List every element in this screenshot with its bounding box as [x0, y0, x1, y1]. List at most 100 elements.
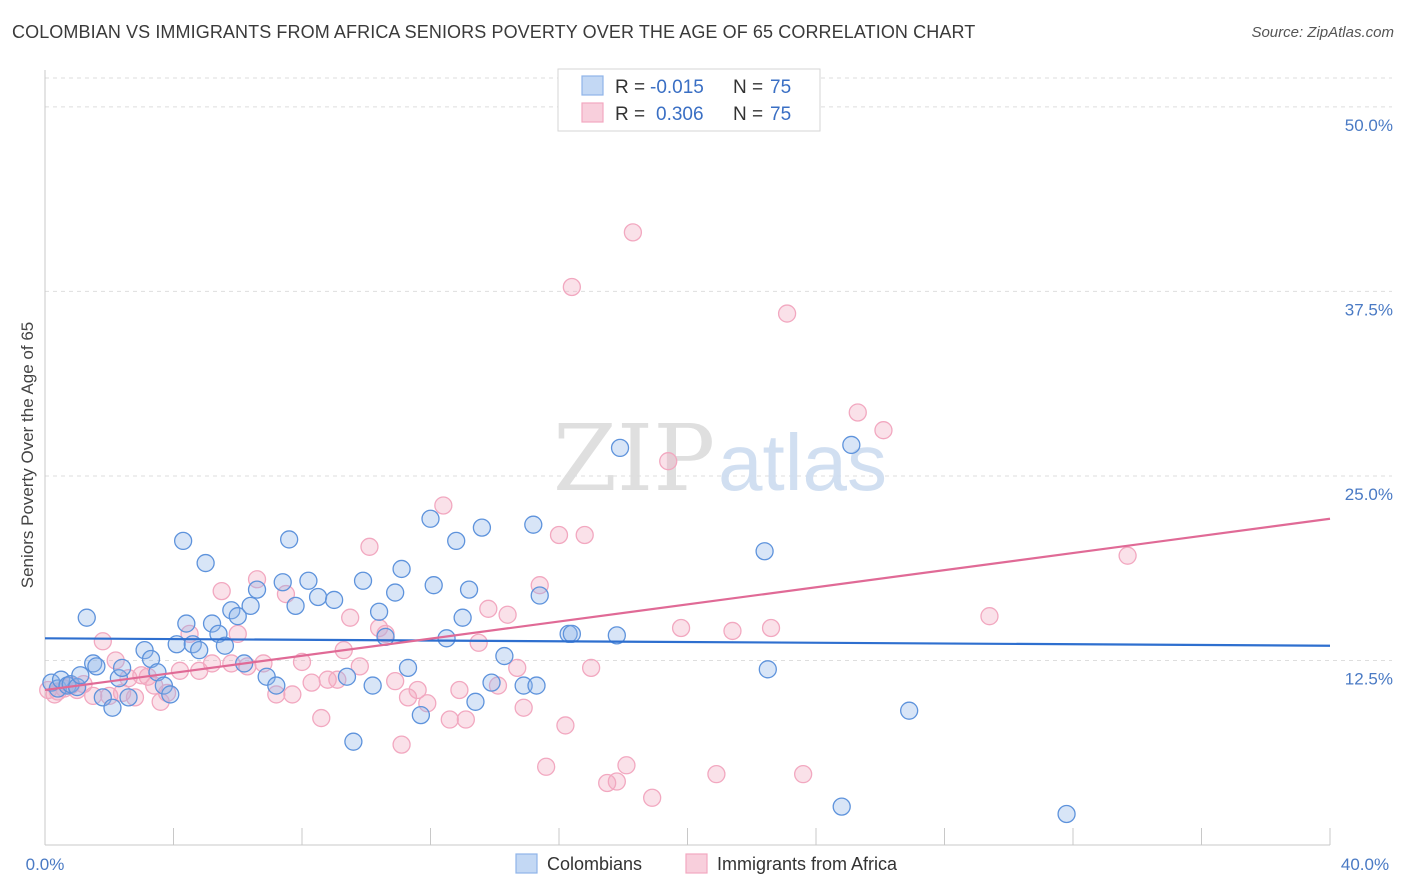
data-point-colombians [392, 559, 411, 579]
data-point-colombians [530, 586, 549, 605]
data-point-africa [228, 624, 247, 644]
data-point-africa [874, 421, 893, 440]
y-tick-label: 50.0% [1345, 116, 1393, 135]
y-tick-labels: 12.5% 25.0% 37.5% 50.0% [1345, 116, 1393, 689]
data-point-africa [418, 694, 437, 713]
data-point-colombians [398, 658, 418, 678]
data-point-colombians [610, 438, 630, 458]
data-point-africa [607, 772, 626, 791]
data-point-africa [514, 698, 533, 717]
data-point-colombians [190, 640, 209, 660]
data-point-africa [283, 685, 302, 704]
chart-title: COLOMBIAN VS IMMIGRANTS FROM AFRICA SENI… [12, 22, 976, 42]
data-point-colombians [353, 571, 373, 590]
data-point-africa [671, 618, 691, 638]
watermark-zip: ZIP [553, 405, 715, 512]
data-point-africa [617, 756, 636, 775]
data-point-colombians [900, 701, 919, 720]
data-point-colombians [228, 607, 247, 626]
data-point-colombians [177, 614, 196, 633]
data-point-africa [360, 537, 379, 556]
data-point-africa [707, 764, 726, 784]
data-point-africa [125, 688, 145, 707]
data-point-colombians [411, 705, 431, 725]
legend-swatch-africa [581, 102, 604, 123]
x-tick-label-max: 40.0% [1341, 855, 1389, 874]
legend-swatch-colombians [581, 75, 604, 96]
data-point-colombians [279, 530, 299, 549]
data-point-africa [392, 735, 411, 754]
data-point-colombians [286, 596, 305, 616]
data-point-africa [980, 607, 999, 626]
data-point-colombians [324, 590, 344, 610]
data-point-africa [623, 223, 643, 242]
data-point-colombians [527, 676, 546, 695]
data-point-colombians [84, 654, 103, 673]
series-colombians-points [42, 435, 1076, 824]
data-point-colombians [161, 685, 180, 704]
data-point-colombians [363, 676, 382, 695]
data-point-africa [341, 608, 360, 627]
data-point-africa [761, 618, 781, 638]
data-point-colombians [247, 580, 267, 599]
data-point-colombians [466, 692, 485, 711]
y-tick-label: 25.0% [1345, 485, 1393, 504]
data-point-colombians [459, 580, 479, 599]
trend-line-africa [44, 517, 1331, 692]
data-point-colombians [755, 542, 774, 561]
data-point-colombians [421, 509, 440, 528]
trend-line-colombians [44, 637, 1331, 647]
data-point-africa [549, 525, 569, 545]
watermark-atlas: atlas [718, 418, 887, 507]
data-point-africa [212, 581, 231, 601]
data-point-colombians [112, 658, 132, 678]
gridlines [45, 77, 1392, 661]
legend-r-label-1: R = [615, 77, 645, 98]
y-tick-label: 12.5% [1345, 669, 1393, 688]
legend-n-value-2: 75 [770, 104, 791, 125]
legend-n-value-1: 75 [770, 77, 791, 98]
data-point-colombians [482, 673, 501, 692]
data-point-colombians [241, 596, 260, 616]
data-point-africa [398, 688, 418, 707]
data-point-africa [848, 403, 867, 422]
data-point-africa [106, 651, 125, 670]
legend-n-label-2: N = [733, 104, 763, 125]
legend-bottom-label-colombians: Colombians [547, 854, 642, 874]
data-point-africa [276, 584, 296, 604]
data-point-colombians [273, 573, 292, 592]
data-point-africa [659, 452, 678, 471]
data-point-colombians [453, 608, 472, 627]
watermark: ZIP atlas [553, 405, 887, 512]
legend-r-value-1: -0.015 [650, 77, 704, 98]
x-axis-ticks [173, 828, 1331, 845]
data-point-africa [794, 764, 813, 784]
data-point-colombians [215, 636, 235, 655]
data-point-colombians [299, 571, 318, 590]
data-point-africa [302, 673, 321, 692]
data-point-africa [456, 710, 475, 729]
data-point-colombians [71, 666, 90, 685]
data-point-africa [292, 652, 312, 672]
data-point-africa [93, 632, 112, 651]
data-point-africa [643, 788, 662, 807]
legend-r-label-2: R = [615, 104, 645, 125]
legend-bottom-label-africa: Immigrants from Africa [717, 854, 898, 874]
data-point-colombians [103, 698, 122, 717]
legend-bottom-swatch-colombians [515, 853, 538, 874]
data-point-africa [508, 658, 527, 678]
data-point-colombians [472, 518, 492, 537]
data-point-africa [408, 680, 427, 700]
y-tick-label: 37.5% [1345, 300, 1393, 319]
legend-n-label-1: N = [733, 77, 763, 98]
data-point-colombians [173, 531, 193, 551]
data-point-africa [537, 757, 556, 776]
legend-top: R = -0.015 N = 75 R = 0.306 N = 75 [557, 68, 821, 132]
data-point-colombians [267, 676, 286, 695]
data-point-colombians [524, 515, 543, 534]
data-point-colombians [386, 583, 405, 602]
y-axis-label: Seniors Poverty Over the Age of 65 [18, 322, 37, 588]
data-point-colombians [77, 608, 96, 627]
data-point-africa [440, 710, 459, 729]
